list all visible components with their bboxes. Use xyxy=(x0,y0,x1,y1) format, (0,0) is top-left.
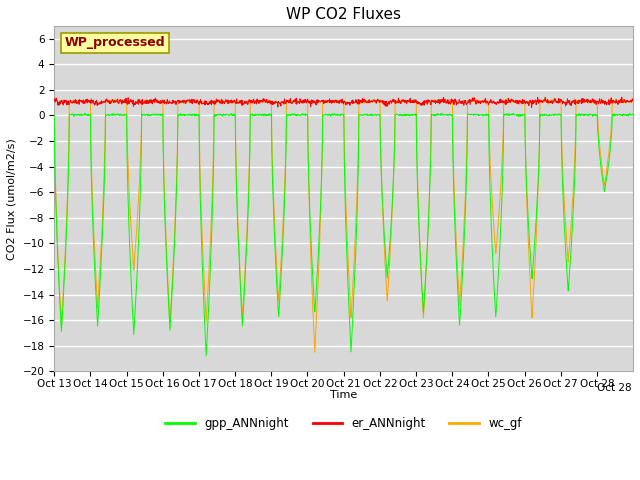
Title: WP CO2 Fluxes: WP CO2 Fluxes xyxy=(286,7,401,22)
Y-axis label: CO2 Flux (umol/m2/s): CO2 Flux (umol/m2/s) xyxy=(7,138,17,260)
X-axis label: Time: Time xyxy=(330,390,357,400)
Legend: gpp_ANNnight, er_ANNnight, wc_gf: gpp_ANNnight, er_ANNnight, wc_gf xyxy=(161,412,527,435)
Text: WP_processed: WP_processed xyxy=(65,36,165,49)
Text: Oct 28: Oct 28 xyxy=(596,383,631,393)
